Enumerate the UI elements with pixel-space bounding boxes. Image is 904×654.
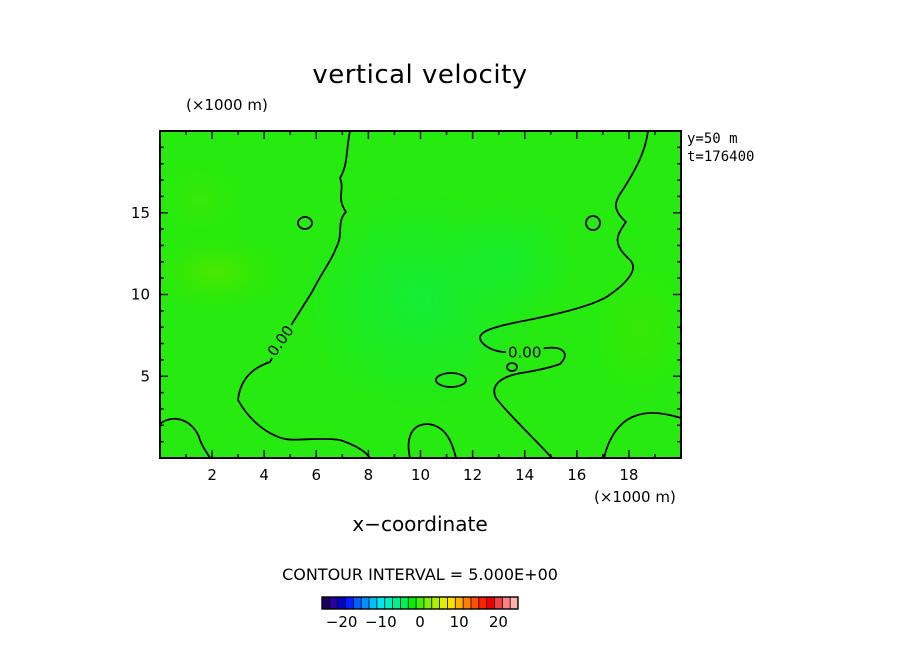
- colorbar-cell: [345, 597, 354, 609]
- chart-title: vertical velocity: [312, 60, 528, 90]
- contour-label-bg: [505, 342, 544, 360]
- heatmap-field: [160, 131, 681, 458]
- colorbar: −20 −10 0 10 20: [321, 596, 519, 631]
- colorbar-cell: [431, 597, 440, 609]
- x-tick-label: 2: [207, 466, 217, 484]
- contour-loop-2: [585, 215, 601, 231]
- x-tick-label: 8: [364, 466, 374, 484]
- x-axis-label: x−coordinate: [352, 512, 488, 536]
- colorbar-cell: [353, 597, 362, 609]
- colorbar-cell: [322, 597, 331, 609]
- contour-loop-3: [435, 372, 467, 388]
- colorbar-cell: [384, 597, 393, 609]
- colorbar-cell: [470, 597, 480, 609]
- colorbar-labels: −20 −10 0 10 20: [326, 613, 508, 631]
- contour-label-bg: [261, 319, 298, 361]
- x-tick-label: 18: [619, 466, 638, 484]
- contour-right-boundary: [479, 131, 649, 458]
- contour-bottom-right: [603, 412, 681, 458]
- colorbar-tick-label: 0: [415, 613, 425, 631]
- colorbar-cell: [455, 597, 464, 609]
- contour-bottom-mid: [407, 423, 457, 458]
- colorbar-cell: [416, 597, 425, 609]
- y-tick-label: 15: [131, 204, 150, 222]
- contour-value-label: 0.00: [505, 342, 544, 362]
- y-axis-unit: (×1000 m): [186, 96, 268, 114]
- colorbar-cell: [392, 597, 401, 609]
- colorbar-tick-label: −20: [326, 613, 358, 631]
- x-axis-unit: (×1000 m): [594, 488, 676, 506]
- x-tick-label: 16: [567, 466, 586, 484]
- colorbar-cell: [494, 597, 503, 609]
- x-tick-label: 6: [312, 466, 322, 484]
- contour-interval-text: CONTOUR INTERVAL = 5.000E+00: [282, 565, 558, 584]
- colorbar-cell: [376, 597, 386, 609]
- colorbar-cell: [400, 597, 409, 609]
- colorbar-cell: [408, 597, 417, 609]
- tick-layer: [160, 131, 681, 458]
- colorbar-tick-label: 20: [489, 613, 508, 631]
- x-tick-label: 4: [259, 466, 269, 484]
- colorbar-cell: [463, 597, 472, 609]
- info-y-position: y=50 m: [687, 131, 738, 147]
- info-time: t=176400: [687, 149, 755, 165]
- colorbar-cell: [329, 597, 339, 609]
- contour-loop-4: [506, 362, 518, 372]
- contour-label-text: 0.00: [508, 344, 541, 362]
- colorbar-tick-label: −10: [365, 613, 397, 631]
- colorbar-cell: [447, 597, 456, 609]
- x-tick-label: 14: [515, 466, 534, 484]
- contour-bottom-left: [160, 418, 211, 458]
- colorbar-cell: [337, 597, 346, 609]
- x-tick-label: 10: [411, 466, 430, 484]
- tick-label-layer: 2 4 6 8 10 12 14 16 18 5 10 15: [131, 204, 639, 484]
- colorbar-cell: [510, 597, 519, 609]
- y-tick-label: 10: [131, 286, 150, 304]
- x-tick-label: 12: [463, 466, 482, 484]
- colorbar-cell: [423, 597, 433, 609]
- colorbar-cell: [361, 597, 370, 609]
- colorbar-tick-label: 10: [450, 613, 469, 631]
- colorbar-cells: [322, 597, 519, 609]
- y-tick-label: 5: [140, 367, 150, 385]
- contour-loop-1: [297, 216, 313, 230]
- colorbar-cell: [502, 597, 511, 609]
- colorbar-cell: [486, 597, 495, 609]
- colorbar-frame: [321, 596, 519, 610]
- colorbar-cell: [478, 597, 488, 609]
- colorbar-cell: [369, 597, 378, 609]
- colorbar-cell: [439, 597, 448, 609]
